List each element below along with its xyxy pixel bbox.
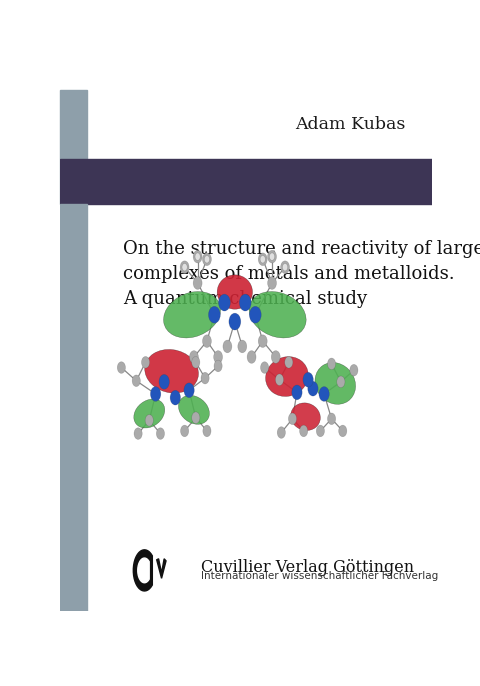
Circle shape [132,375,140,387]
Bar [60,204,87,611]
Polygon shape [156,559,166,578]
Bar [60,159,432,204]
Circle shape [350,364,358,376]
Ellipse shape [265,357,308,397]
Ellipse shape [291,403,320,431]
Circle shape [300,425,308,437]
Circle shape [258,335,267,348]
Circle shape [303,372,313,387]
Circle shape [271,351,280,364]
Bar [60,91,87,204]
Circle shape [267,276,276,289]
Circle shape [159,375,169,389]
Polygon shape [133,549,152,591]
Circle shape [170,390,180,405]
Polygon shape [138,558,149,582]
Circle shape [292,385,302,400]
Circle shape [145,414,154,426]
Circle shape [337,376,345,388]
Circle shape [282,263,288,271]
Circle shape [204,256,210,263]
Circle shape [142,357,150,368]
Circle shape [214,351,223,364]
Circle shape [261,362,269,373]
Ellipse shape [179,395,209,425]
Circle shape [192,357,200,368]
Text: On the structure and reactivity of large: On the structure and reactivity of large [123,239,480,258]
Circle shape [223,340,232,353]
Circle shape [218,294,230,311]
Circle shape [269,253,275,260]
Circle shape [247,351,256,364]
Circle shape [203,425,211,437]
Circle shape [193,250,202,263]
Circle shape [240,294,251,311]
Ellipse shape [217,275,252,309]
Circle shape [184,383,194,398]
Circle shape [150,387,161,401]
Circle shape [281,261,289,274]
Circle shape [249,306,261,323]
Circle shape [203,335,211,348]
Circle shape [190,351,198,364]
Circle shape [316,425,324,437]
Circle shape [156,428,165,440]
Ellipse shape [164,292,221,338]
Ellipse shape [249,292,306,338]
Circle shape [276,374,284,386]
Text: complexes of metals and metalloids.: complexes of metals and metalloids. [123,265,455,283]
Circle shape [258,253,267,265]
Ellipse shape [144,349,199,393]
Circle shape [285,357,293,368]
Circle shape [193,276,202,289]
Text: Adam Kubas: Adam Kubas [295,116,405,133]
Circle shape [277,427,286,438]
Circle shape [134,428,142,440]
Ellipse shape [315,362,356,404]
Circle shape [229,313,241,330]
Text: Cuvillier Verlag Göttingen: Cuvillier Verlag Göttingen [202,558,415,576]
Circle shape [201,372,209,384]
Circle shape [260,256,265,263]
Circle shape [180,261,189,274]
Circle shape [288,413,297,425]
Circle shape [214,360,222,372]
Circle shape [308,381,318,396]
Circle shape [117,362,125,373]
Circle shape [327,358,336,370]
Circle shape [319,387,329,401]
Text: Internationaler wissenschaftlicher Fachverlag: Internationaler wissenschaftlicher Fachv… [202,571,439,580]
Circle shape [180,425,189,437]
Circle shape [338,425,347,437]
Circle shape [238,340,247,353]
Circle shape [182,263,187,271]
Text: A quantum chemical study: A quantum chemical study [123,290,367,309]
Ellipse shape [134,399,165,428]
Circle shape [203,253,211,265]
Circle shape [267,250,276,263]
Circle shape [208,306,220,323]
Circle shape [327,413,336,425]
Circle shape [192,412,200,423]
Circle shape [195,253,200,260]
